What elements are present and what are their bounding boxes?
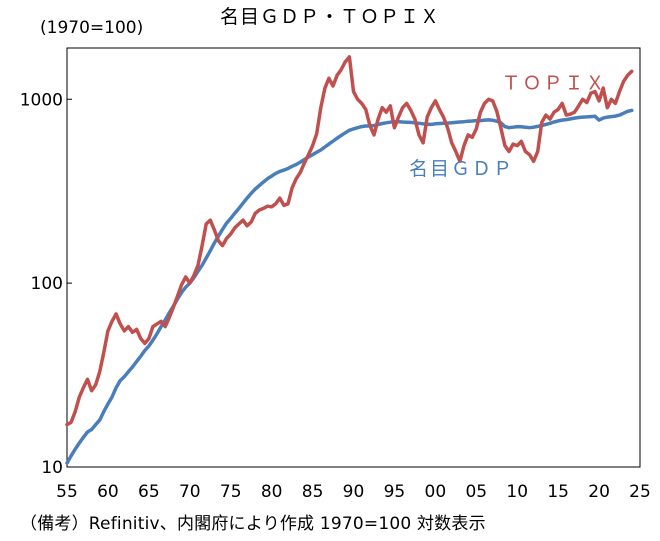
series-line-gdp [65, 108, 634, 465]
series-layer [65, 55, 634, 465]
x-tick-label: 80 [261, 482, 283, 502]
y-tick-label: 100 [31, 274, 63, 294]
x-tick-label: 10 [506, 482, 528, 502]
x-tick-label: 00 [425, 482, 447, 502]
x-tick-label: 60 [97, 482, 119, 502]
series-label: ＴＯＰＩＸ [502, 72, 607, 94]
y-tick-label: 10 [41, 458, 63, 478]
x-tick-label: 55 [56, 482, 78, 502]
unit-label: (1970=100) [40, 18, 144, 38]
x-tick-label: 85 [302, 482, 324, 502]
chart-title: 名目ＧＤＰ・ＴＯＰＩＸ [219, 6, 440, 28]
axis-ticks: 55 60 65 70 75 80 85 90 95 00 05 10 15 20 25 10 100 1000 [20, 90, 651, 502]
x-tick-label: 65 [138, 482, 160, 502]
series-line-topix [65, 55, 634, 427]
x-tick-label: 75 [220, 482, 242, 502]
x-tick-label: 95 [384, 482, 406, 502]
x-tick-label: 15 [547, 482, 569, 502]
source-note: （備考）Refinitiv、内閣府により作成 1970=100 対数表示 [20, 514, 486, 534]
series-label: 名目ＧＤＰ [409, 158, 514, 180]
x-tick-label: 90 [343, 482, 365, 502]
x-tick-label: 70 [179, 482, 201, 502]
x-tick-label: 25 [629, 482, 651, 502]
x-tick-label: 20 [588, 482, 610, 502]
x-tick-label: 05 [465, 482, 487, 502]
plot-area [66, 47, 641, 468]
series-labels: ＴＯＰＩＸ 名目ＧＤＰ [409, 72, 607, 180]
y-tick-label: 1000 [20, 90, 63, 110]
